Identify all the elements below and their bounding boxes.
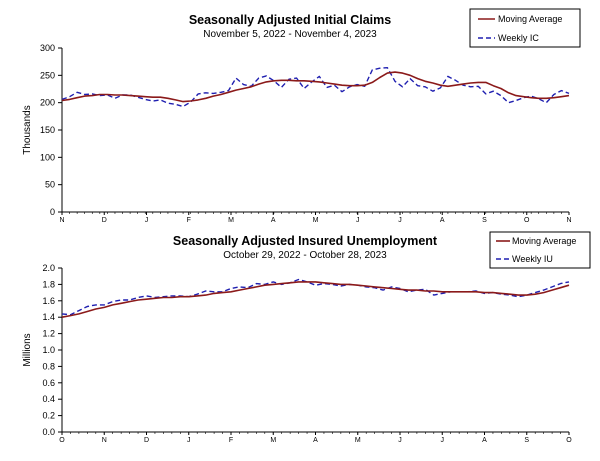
chart2-ylabel: Millions bbox=[22, 333, 33, 366]
chart1-series-moving-average bbox=[61, 71, 570, 103]
chart2-series-weekly bbox=[61, 278, 570, 316]
chart1-legend-box bbox=[469, 8, 581, 48]
chart2-ytick-label: 0.0 bbox=[42, 427, 55, 437]
chart1-legend-weekly: Weekly IC bbox=[498, 33, 539, 43]
chart2-ytick-label: 1.0 bbox=[42, 345, 55, 355]
chart1-month-label: O bbox=[524, 217, 530, 224]
chart2-month-label: A bbox=[482, 437, 487, 444]
chart2-title: Seasonally Adjusted Insured Unemployment bbox=[173, 234, 438, 248]
chart2-month-label: J bbox=[187, 437, 191, 444]
chart1-ytick-label: 100 bbox=[40, 152, 55, 162]
chart1-month-label: M bbox=[313, 217, 319, 224]
chart1-month-label: M bbox=[228, 217, 234, 224]
chart2-subtitle: October 29, 2022 - October 28, 2023 bbox=[223, 250, 387, 261]
chart2-ytick-label: 0.2 bbox=[42, 411, 55, 421]
chart2-month-label: J bbox=[441, 437, 445, 444]
chart1-month-label: N bbox=[59, 217, 64, 224]
chart1-month-label: D bbox=[102, 217, 107, 224]
chart2-month-label: J bbox=[398, 437, 402, 444]
chart2-ytick-label: 0.4 bbox=[42, 394, 55, 404]
chart1-legend: Moving Average Weekly IC bbox=[469, 8, 581, 48]
chart1-month-label: A bbox=[271, 217, 276, 224]
chart1-ytick-label: 0 bbox=[50, 207, 55, 217]
chart2-month-label: M bbox=[270, 437, 276, 444]
chart2-legend: Moving Average Weekly IU bbox=[489, 231, 591, 269]
chart2-ytick-label: 0.6 bbox=[42, 378, 55, 388]
chart2-month-label: A bbox=[313, 437, 318, 444]
chart2-month-label: F bbox=[229, 437, 233, 444]
chart1-ytick-label: 200 bbox=[40, 98, 55, 108]
chart1-ytick-label: 300 bbox=[40, 43, 55, 53]
chart1-ytick-label: 50 bbox=[45, 180, 55, 190]
chart2-month-label: N bbox=[102, 437, 107, 444]
chart2-series-moving-average bbox=[61, 281, 570, 318]
chart2-month-label: M bbox=[355, 437, 361, 444]
chart1-series-weekly bbox=[61, 66, 570, 108]
chart1-month-label: S bbox=[482, 217, 487, 224]
chart1-month-label: F bbox=[187, 217, 191, 224]
chart1-month-label: N bbox=[566, 217, 571, 224]
chart1-title: Seasonally Adjusted Initial Claims bbox=[189, 13, 391, 27]
chart1-ytick-label: 250 bbox=[40, 70, 55, 80]
chart1-month-label: J bbox=[145, 217, 149, 224]
chart2-month-label: O bbox=[59, 437, 65, 444]
chart2-legend-weekly: Weekly IU bbox=[512, 254, 553, 264]
chart1-ylabel: Thousands bbox=[22, 105, 33, 154]
chart1-month-label: J bbox=[398, 217, 402, 224]
chart2-legend-box bbox=[489, 231, 591, 269]
chart2-ytick-label: 1.6 bbox=[42, 296, 55, 306]
chart1-ytick-label: 150 bbox=[40, 125, 55, 135]
chart1-legend-ma: Moving Average bbox=[498, 14, 562, 24]
chart2-month-label: S bbox=[524, 437, 529, 444]
chart2-ytick-label: 1.8 bbox=[42, 279, 55, 289]
chart1-month-label: J bbox=[356, 217, 360, 224]
chart1-subtitle: November 5, 2022 - November 4, 2023 bbox=[203, 29, 377, 40]
chart2-ytick-label: 1.2 bbox=[42, 329, 55, 339]
chart2-legend-ma: Moving Average bbox=[512, 236, 576, 246]
chart2-ytick-label: 0.8 bbox=[42, 361, 55, 371]
chart1-month-label: A bbox=[440, 217, 445, 224]
chart2-month-label: O bbox=[566, 437, 572, 444]
chart2-month-label: D bbox=[144, 437, 149, 444]
chart2-ytick-label: 1.4 bbox=[42, 312, 55, 322]
chart2-ytick-label: 2.0 bbox=[42, 263, 55, 273]
